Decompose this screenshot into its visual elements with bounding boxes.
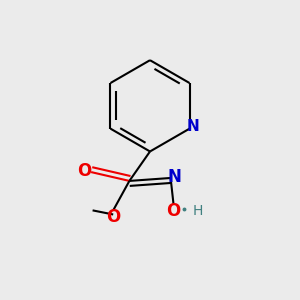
Text: H: H	[193, 204, 203, 218]
Text: O: O	[167, 202, 181, 220]
Text: O: O	[77, 162, 92, 180]
Text: N: N	[187, 119, 200, 134]
Text: O: O	[106, 208, 120, 226]
Text: N: N	[167, 168, 181, 186]
